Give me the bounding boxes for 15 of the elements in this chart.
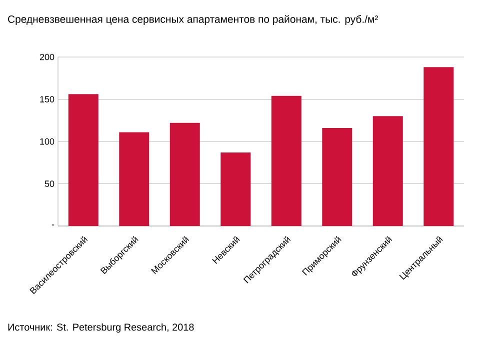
bar xyxy=(68,94,98,226)
text: Источник: St. Petersburg Research, 2018 xyxy=(8,323,194,333)
y-tick-label: 200 xyxy=(40,54,54,60)
chart-title: Средневзвешенная цена сервисных апартаментов по районам, тыс. руб./м² xyxy=(8,15,378,25)
bar xyxy=(220,152,251,226)
y-tick-label: 50 xyxy=(44,180,54,187)
bar xyxy=(119,132,150,226)
y-tick-label: 100 xyxy=(40,138,54,145)
bar xyxy=(372,116,403,226)
bar xyxy=(271,96,302,226)
bar xyxy=(170,122,200,226)
y-tick-label: - xyxy=(52,224,54,226)
y-tick-label: 150 xyxy=(40,96,54,102)
bar xyxy=(424,67,454,226)
bar xyxy=(322,128,352,226)
